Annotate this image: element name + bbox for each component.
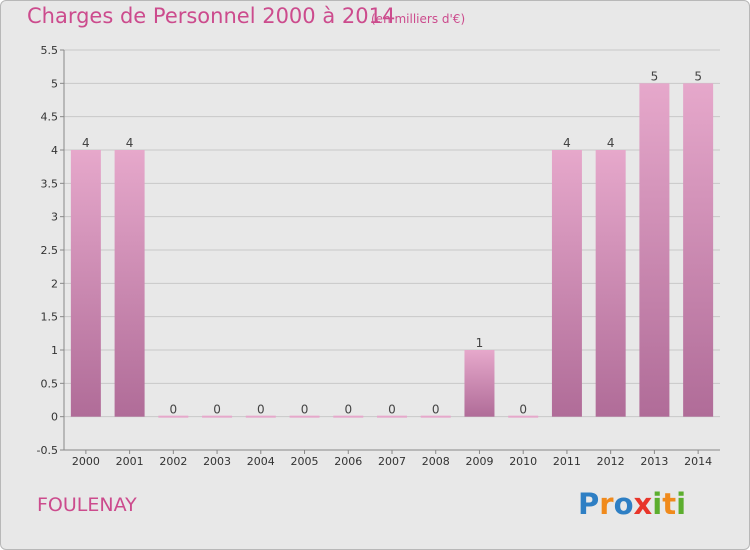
- data-label: 4: [607, 136, 615, 150]
- data-label: 4: [82, 136, 90, 150]
- y-tick-label: 1: [51, 344, 58, 357]
- x-tick-label: 2002: [159, 455, 187, 468]
- y-tick-label: 0: [51, 411, 58, 424]
- x-tick-label: 2011: [553, 455, 581, 468]
- y-tick-label: 0.5: [41, 377, 59, 390]
- x-tick-label: 2001: [116, 455, 144, 468]
- data-label: 5: [651, 69, 659, 83]
- logo-letter: i: [676, 487, 687, 521]
- y-tick-label: 3: [51, 211, 58, 224]
- data-label: 0: [213, 403, 221, 417]
- data-label: 0: [301, 403, 309, 417]
- logo-letter: x: [633, 487, 653, 521]
- y-tick-label: -0.5: [37, 444, 58, 457]
- data-label: 0: [519, 403, 527, 417]
- logo-letter: o: [613, 487, 634, 521]
- x-tick-label: 2005: [291, 455, 319, 468]
- x-tick-label: 2007: [378, 455, 406, 468]
- data-label: 4: [563, 136, 571, 150]
- data-label: 1: [476, 336, 484, 350]
- data-label: 0: [432, 403, 440, 417]
- data-label: 4: [126, 136, 134, 150]
- x-tick-label: 2003: [203, 455, 231, 468]
- bar: [114, 150, 145, 417]
- labels: -0.5 0 0.5 1 1.5 2 2.5 3 3.5 4 4.5 5 5.5 4 2000 4 2001 0 2…: [37, 44, 713, 468]
- logo-letter: t: [662, 487, 677, 521]
- x-tick-label: 2004: [247, 455, 275, 468]
- data-label: 0: [344, 403, 352, 417]
- bar: [289, 415, 320, 418]
- bar: [333, 415, 364, 418]
- x-tick-label: 2012: [597, 455, 625, 468]
- y-tick-label: 2.5: [41, 244, 59, 257]
- x-tick-label: 2013: [640, 455, 668, 468]
- x-tick-label: 2009: [465, 455, 493, 468]
- bar: [202, 415, 233, 418]
- chart-subtitle: (en milliers d'€): [371, 12, 466, 26]
- bar: [245, 415, 276, 418]
- bar: [639, 83, 670, 417]
- x-tick-label: 2008: [422, 455, 450, 468]
- logo-letter: i: [652, 487, 663, 521]
- data-label: 5: [694, 69, 702, 83]
- bar: [158, 415, 189, 418]
- y-tick-label: 3.5: [41, 177, 59, 190]
- bar: [377, 415, 407, 418]
- bar: [551, 150, 582, 417]
- commune-name: FOULENAY: [37, 494, 137, 516]
- chart-title: Charges de Personnel 2000 à 2014: [27, 4, 396, 28]
- bar: [595, 150, 626, 417]
- data-label: 0: [388, 403, 396, 417]
- y-tick-label: 5.5: [41, 44, 59, 57]
- bar: [464, 350, 495, 417]
- proxiti-logo[interactable]: Proxiti: [578, 487, 686, 521]
- y-tick-label: 4: [51, 144, 58, 157]
- y-tick-label: 4.5: [41, 111, 59, 124]
- data-label: 0: [257, 403, 265, 417]
- y-tick-label: 2: [51, 277, 58, 290]
- data-label: 0: [170, 403, 178, 417]
- bar: [420, 415, 451, 418]
- axes: [60, 49, 720, 454]
- bar: [70, 150, 101, 417]
- bar: [508, 415, 539, 418]
- logo-letter: r: [599, 487, 614, 521]
- logo-letter: P: [578, 487, 600, 521]
- x-tick-label: 2000: [72, 455, 100, 468]
- y-tick-label: 5: [51, 77, 58, 90]
- x-tick-label: 2010: [509, 455, 537, 468]
- bars: [70, 83, 714, 418]
- bar: [683, 83, 714, 417]
- x-tick-label: 2014: [684, 455, 712, 468]
- y-tick-label: 1.5: [41, 311, 59, 324]
- x-tick-label: 2006: [334, 455, 362, 468]
